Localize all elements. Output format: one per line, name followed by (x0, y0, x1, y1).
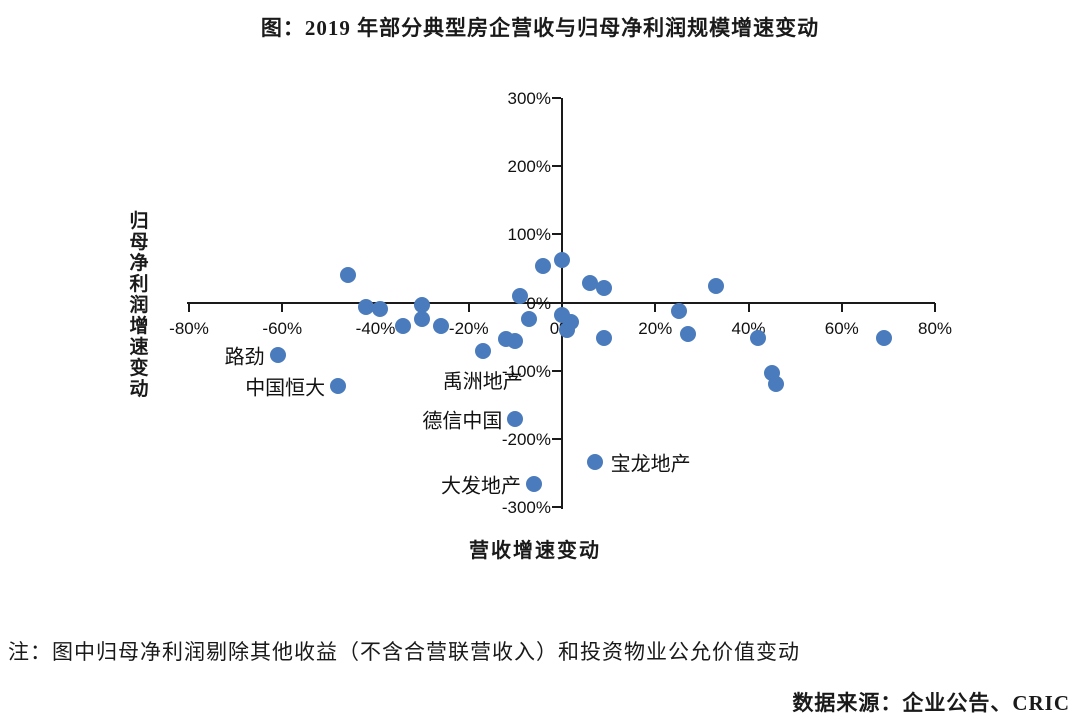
data-point (875, 329, 892, 346)
y-axis-title-char: 母 (129, 232, 149, 253)
data-point-label: 宝龙地产 (610, 453, 691, 476)
y-axis-tick (552, 369, 561, 372)
data-point (581, 275, 598, 292)
data-point (595, 329, 612, 346)
x-axis-tick-label: -40% (355, 319, 396, 338)
x-axis-tick-label: 20% (638, 319, 673, 338)
data-point (269, 346, 286, 363)
x-axis-tick-label: 80% (917, 319, 953, 338)
y-axis-tick (552, 233, 561, 236)
y-axis-tick-label: -300% (501, 498, 551, 517)
x-axis-tick (467, 303, 470, 312)
x-axis-tick (654, 303, 657, 312)
x-axis-tick-label: -60% (262, 319, 303, 338)
data-point (358, 298, 375, 315)
data-point (768, 375, 785, 392)
data-point (432, 318, 449, 335)
y-axis-tick (552, 165, 561, 168)
y-axis-tick-label: 0% (526, 293, 551, 313)
data-point (554, 251, 570, 268)
data-point-label: 路劲 (224, 346, 265, 369)
y-axis-tick-label: 200% (507, 157, 551, 177)
x-axis-tick (747, 303, 750, 312)
data-point (670, 302, 687, 319)
x-axis-tick-label: 40% (731, 319, 766, 338)
y-axis-title-char: 利 (129, 274, 149, 295)
y-axis-title-char: 速 (129, 337, 149, 358)
data-point-label: 大发地产 (441, 475, 522, 498)
data-point (474, 342, 491, 359)
data-point (679, 325, 696, 342)
y-axis-tick-label: 300% (507, 89, 551, 108)
x-axis-tick (188, 303, 190, 312)
x-axis-tick-label: 60% (824, 319, 859, 338)
x-axis-tick (281, 303, 284, 312)
data-point (586, 454, 603, 470)
y-axis-tick (552, 437, 561, 440)
data-point-label: 中国恒大 (245, 377, 326, 400)
y-axis-title-char: 润 (129, 295, 149, 316)
chart-title: 图：2019 年部分典型房企营收与归母净利润规模增速变动 (260, 16, 820, 40)
y-axis-tick-label: -100% (501, 361, 551, 381)
y-axis-title: 归母净利润增速变动 (121, 211, 157, 400)
data-point (707, 278, 724, 295)
data-point (330, 377, 347, 394)
data-point (749, 329, 766, 346)
data-point (521, 310, 538, 327)
y-axis-tick-label: 100% (507, 225, 551, 245)
data-point-label: 禹洲地产 (442, 370, 523, 393)
y-axis-tick (552, 97, 561, 99)
x-axis-tick-label: -20% (448, 319, 489, 338)
y-axis-tick (552, 301, 561, 304)
data-point (512, 288, 529, 305)
data-point (414, 297, 431, 314)
data-point (507, 333, 524, 350)
data-point (507, 411, 524, 428)
y-axis-tick-label: -200% (501, 429, 551, 449)
y-axis-title-char: 动 (129, 379, 149, 400)
x-axis-tick (840, 303, 843, 312)
x-axis-tick (934, 303, 936, 312)
y-axis-title-char: 净 (129, 253, 149, 274)
data-point (526, 475, 543, 492)
x-axis-title: 营收增速变动 (469, 540, 601, 562)
data-point (558, 321, 575, 338)
data-point (414, 310, 431, 327)
y-axis-title-char: 归 (129, 211, 149, 232)
data-source: 数据来源：企业公告、CRIC (792, 691, 1070, 715)
y-axis-title-char: 变 (129, 358, 149, 379)
data-point (535, 257, 552, 274)
data-point (395, 318, 412, 335)
y-axis-tick (552, 506, 561, 508)
data-point (595, 279, 612, 296)
y-axis-title-char: 增 (129, 316, 149, 337)
data-point (339, 267, 356, 284)
data-point-label: 德信中国 (422, 410, 503, 433)
data-point (372, 300, 389, 317)
x-axis-tick-label: -80% (169, 319, 209, 338)
chart-footnote: 注：图中归母净利润剔除其他收益（不含合营联营收入）和投资物业公允价值变动 (8, 640, 800, 664)
